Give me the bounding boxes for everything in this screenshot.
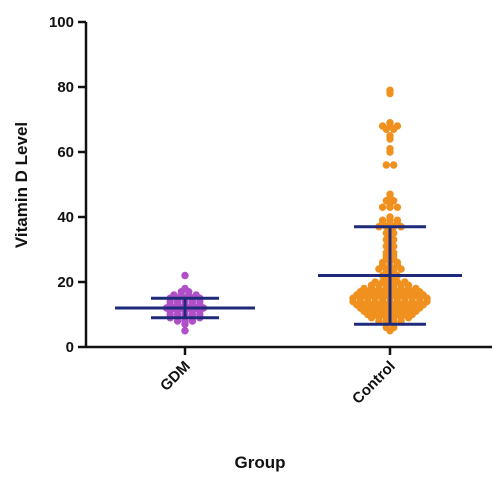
data-point-control — [386, 190, 394, 198]
y-ticks: 0 20 40 60 80 100 — [49, 14, 86, 356]
data-point-control — [360, 284, 368, 293]
data-point-control — [378, 122, 387, 130]
data-point-control — [390, 161, 398, 169]
data-point-control — [386, 132, 394, 140]
data-point-control — [386, 86, 394, 94]
data-point-gdm — [181, 327, 189, 335]
data-point-control — [386, 119, 394, 127]
data-point-control — [393, 122, 402, 130]
data-point-control — [412, 284, 420, 293]
data-point-control — [386, 145, 394, 153]
data-point-control — [393, 216, 402, 224]
data-point-control — [386, 213, 394, 221]
data-point-gdm — [181, 271, 189, 280]
data-point-control — [378, 203, 387, 211]
x-tick-label-control: Control — [349, 358, 399, 408]
data-point-control — [401, 278, 409, 286]
y-tick-label: 60 — [57, 144, 74, 161]
mean-sd-bars — [115, 225, 462, 326]
data-point-gdm — [181, 284, 189, 293]
x-tick-label-gdm: GDM — [157, 358, 194, 395]
y-axis-title: Vitamin D Level — [12, 122, 31, 248]
x-ticks: GDM Control — [157, 347, 399, 408]
data-point-control — [382, 161, 390, 169]
y-tick-label: 0 — [66, 339, 74, 356]
y-tick-label: 40 — [57, 209, 74, 226]
y-tick-label: 80 — [57, 79, 74, 96]
data-point-control — [393, 203, 402, 211]
axes — [84, 22, 492, 349]
data-point-control — [371, 278, 379, 286]
x-axis-title: Group — [235, 453, 286, 472]
y-tick-label: 20 — [57, 274, 74, 291]
data-point-control — [378, 216, 387, 224]
y-tick-label: 100 — [49, 14, 74, 31]
